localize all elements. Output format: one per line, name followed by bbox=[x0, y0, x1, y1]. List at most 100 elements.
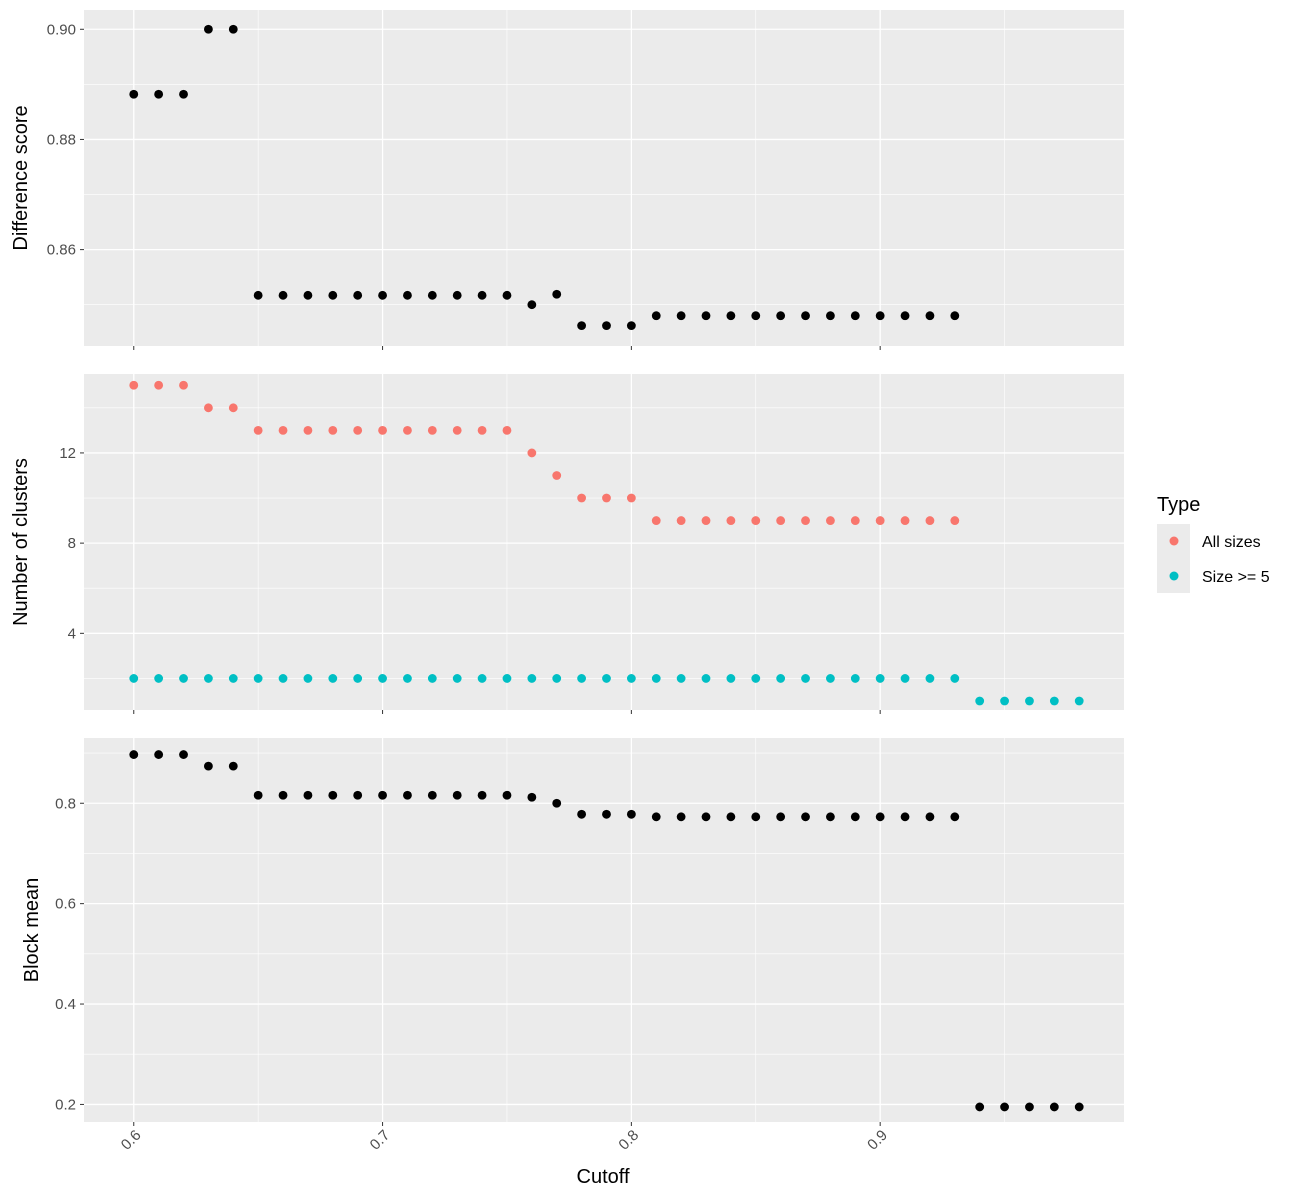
data-point bbox=[751, 516, 761, 525]
data-point bbox=[925, 311, 935, 321]
y-tick-label: 0.4 bbox=[55, 996, 76, 1013]
data-point bbox=[129, 89, 139, 99]
legend-key-all-sizes bbox=[1169, 536, 1179, 546]
data-point bbox=[303, 290, 313, 300]
data-point bbox=[950, 674, 960, 683]
data-point bbox=[900, 812, 910, 822]
data-point bbox=[204, 674, 213, 683]
data-point bbox=[801, 311, 810, 321]
data-point bbox=[875, 516, 885, 525]
data-point bbox=[427, 790, 437, 800]
y-tick-label: 12 bbox=[59, 445, 76, 462]
data-point bbox=[154, 674, 164, 683]
data-point bbox=[776, 674, 786, 683]
data-point bbox=[154, 89, 164, 99]
data-point bbox=[676, 516, 686, 525]
data-point bbox=[801, 812, 810, 822]
panel-points bbox=[129, 750, 1084, 1112]
data-point bbox=[278, 790, 288, 800]
data-point bbox=[129, 750, 139, 759]
data-point bbox=[552, 289, 562, 299]
data-point bbox=[1074, 696, 1084, 706]
data-point bbox=[950, 516, 960, 525]
data-point bbox=[253, 790, 263, 800]
data-point bbox=[1025, 696, 1034, 706]
data-point bbox=[154, 750, 164, 759]
data-point bbox=[626, 809, 636, 819]
y-tick-label: 0.90 bbox=[47, 21, 76, 38]
data-point bbox=[676, 674, 686, 683]
y-axis-title: Difference score bbox=[10, 105, 32, 250]
data-point bbox=[228, 403, 238, 413]
panel-3: 0.2 0.4 0.6 0.8 Block mean bbox=[21, 738, 1124, 1126]
data-point bbox=[527, 792, 537, 802]
panel-background bbox=[84, 10, 1124, 346]
data-point bbox=[1000, 696, 1009, 706]
data-point bbox=[875, 812, 885, 822]
data-point bbox=[502, 290, 512, 300]
data-point bbox=[527, 300, 537, 310]
data-point bbox=[427, 290, 437, 300]
data-point bbox=[278, 290, 288, 300]
data-point bbox=[179, 89, 188, 99]
data-point bbox=[353, 290, 363, 300]
data-point bbox=[1025, 1102, 1034, 1112]
data-point bbox=[328, 425, 338, 435]
data-point bbox=[228, 674, 238, 683]
x-axis-title: Cutoff bbox=[577, 1166, 630, 1188]
data-point bbox=[577, 321, 587, 331]
data-point bbox=[253, 425, 263, 435]
data-point bbox=[676, 311, 686, 321]
data-point bbox=[801, 516, 810, 525]
data-point bbox=[154, 380, 164, 390]
data-point bbox=[776, 516, 786, 525]
x-axis: 0.6 0.7 0.8 0.9 bbox=[118, 1127, 891, 1154]
data-point bbox=[850, 311, 860, 321]
data-point bbox=[651, 516, 661, 525]
data-point bbox=[129, 674, 139, 683]
data-point bbox=[502, 790, 512, 800]
data-point bbox=[751, 812, 761, 822]
data-point bbox=[403, 674, 412, 683]
data-point bbox=[403, 790, 412, 800]
data-point bbox=[527, 448, 537, 458]
data-point bbox=[826, 516, 835, 525]
data-point bbox=[179, 674, 188, 683]
legend-title: Type bbox=[1157, 494, 1200, 516]
y-tick-label: 0.2 bbox=[55, 1096, 76, 1113]
data-point bbox=[1049, 696, 1059, 706]
panel-points bbox=[129, 380, 1084, 706]
data-point bbox=[303, 790, 313, 800]
legend-label-size-5: Size >= 5 bbox=[1202, 569, 1270, 586]
data-point bbox=[875, 674, 885, 683]
data-point bbox=[950, 311, 960, 321]
data-point bbox=[900, 516, 910, 525]
data-point bbox=[303, 425, 313, 435]
data-point bbox=[925, 674, 935, 683]
data-point bbox=[900, 674, 910, 683]
data-point bbox=[477, 425, 487, 435]
data-point bbox=[253, 290, 263, 300]
data-point bbox=[179, 380, 188, 390]
data-point bbox=[577, 493, 587, 503]
y-axis-title: Number of clusters bbox=[10, 458, 32, 626]
data-point bbox=[427, 425, 437, 435]
data-point bbox=[328, 290, 338, 300]
data-point bbox=[477, 790, 487, 800]
panel-background bbox=[84, 374, 1124, 710]
data-point bbox=[577, 674, 587, 683]
panel-grid bbox=[84, 374, 1124, 710]
data-point bbox=[826, 812, 835, 822]
data-point bbox=[452, 790, 462, 800]
data-point bbox=[726, 311, 736, 321]
data-point bbox=[900, 311, 910, 321]
data-point bbox=[975, 696, 985, 706]
x-tick-label: 0.7 bbox=[367, 1127, 394, 1154]
data-point bbox=[875, 311, 885, 321]
data-point bbox=[950, 812, 960, 822]
data-point bbox=[925, 812, 935, 822]
y-axis-title: Block mean bbox=[21, 878, 43, 983]
data-point bbox=[502, 674, 512, 683]
data-point bbox=[204, 24, 213, 34]
